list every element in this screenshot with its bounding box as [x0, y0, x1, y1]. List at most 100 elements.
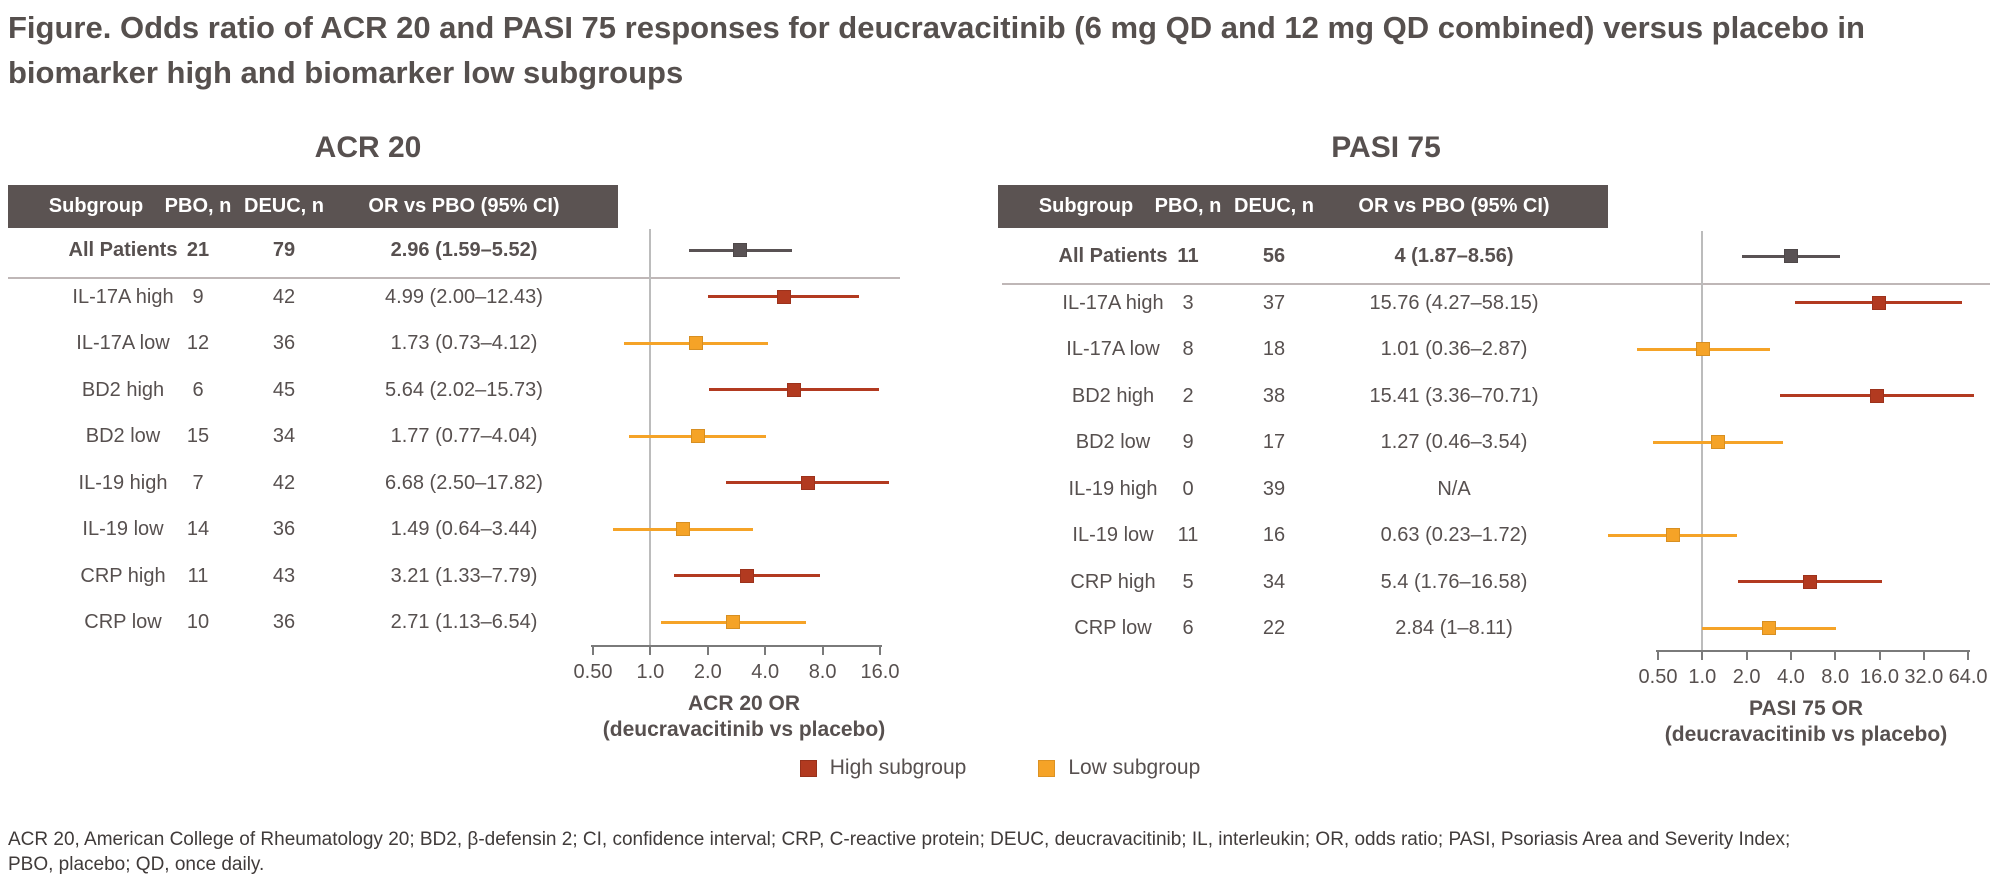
- legend-item-high: High subgroup: [799, 756, 967, 780]
- table-cell-pasi75-or_ci: 2.84 (1–8.11): [1395, 617, 1513, 639]
- figure-title: Figure. Odds ratio of ACR 20 and PASI 75…: [8, 10, 1865, 90]
- table-cell-pasi75-deuc_n: 16: [1262, 524, 1286, 546]
- table-cell-acr20-deuc_n: 42: [272, 471, 296, 494]
- table-cell-pasi75-pbo_n: 11: [1177, 524, 1199, 546]
- x-axis-tick-acr20-5: [879, 645, 881, 655]
- table-cell-pasi75-or_ci: 1.01 (0.36–2.87): [1380, 338, 1528, 360]
- or-marker-acr20-crp-high: [739, 568, 754, 583]
- column-header-pasi75-3: OR vs PBO (95% CI): [1358, 195, 1550, 217]
- x-axis-label-acr20-line2: (deucravacitinib vs placebo): [602, 718, 886, 741]
- table-cell-pasi75-or_ci: 15.41 (3.36–70.71): [1369, 384, 1539, 407]
- column-header-acr20-3: OR vs PBO (95% CI): [368, 195, 560, 217]
- table-cell-acr20-pbo_n: 7: [192, 471, 204, 494]
- x-axis-tick-label-acr20-0: 0.50: [573, 661, 613, 683]
- table-cell-pasi75-subgroup: IL-17A high: [1062, 291, 1164, 314]
- x-axis-tick-pasi75-4: [1834, 650, 1837, 660]
- table-header-bar-acr20: [8, 185, 618, 228]
- or-marker-acr20-bd2-high: [786, 382, 801, 397]
- table-cell-pasi75-or_ci: 4 (1.87–8.56): [1394, 245, 1514, 267]
- table-cell-acr20-subgroup: CRP low: [84, 611, 162, 633]
- or-marker-pasi75-crp-high: [1803, 574, 1818, 589]
- x-axis-tick-label-pasi75-3: 4.0: [1776, 666, 1805, 688]
- table-cell-pasi75-subgroup: BD2 high: [1071, 384, 1155, 407]
- x-axis-tick-pasi75-1: [1701, 650, 1704, 660]
- table-cell-acr20-deuc_n: 42: [272, 285, 296, 308]
- or-marker-pasi75-il-19-low: [1665, 528, 1680, 542]
- table-cell-pasi75-pbo_n: 11: [1177, 245, 1199, 267]
- table-cell-acr20-deuc_n: 43: [272, 564, 296, 587]
- table-cell-pasi75-deuc_n: 18: [1262, 338, 1286, 360]
- table-cell-acr20-or_ci: 1.73 (0.73–4.12): [390, 332, 538, 354]
- x-axis-tick-label-pasi75-5: 16.0: [1860, 666, 1899, 688]
- table-cell-acr20-or_ci: 2.71 (1.13–6.54): [390, 611, 538, 633]
- x-axis-tick-label-pasi75-6: 32.0: [1904, 666, 1944, 688]
- legend: High subgroup Low subgroup: [0, 756, 2000, 780]
- table-cell-pasi75-deuc_n: 22: [1262, 617, 1286, 639]
- table-cell-pasi75-pbo_n: 8: [1182, 338, 1194, 360]
- column-header-acr20-1: PBO, n: [164, 195, 232, 217]
- table-cell-pasi75-pbo_n: 0: [1182, 477, 1194, 500]
- table-cell-pasi75-deuc_n: 38: [1262, 384, 1286, 407]
- x-axis-tick-label-acr20-1: 1.0: [636, 661, 665, 683]
- table-cell-pasi75-or_ci: 15.76 (4.27–58.15): [1369, 291, 1539, 314]
- footnote-line-2: PBO, placebo; QD, once daily.: [8, 854, 265, 875]
- table-cell-acr20-subgroup: IL-19 low: [82, 518, 164, 540]
- table-cell-acr20-or_ci: 6.68 (2.50–17.82): [385, 471, 543, 494]
- x-axis-label-acr20-line1: ACR 20 OR: [687, 692, 801, 715]
- table-cell-acr20-pbo_n: 9: [192, 285, 204, 308]
- or-marker-acr20-il-17a-low: [688, 336, 703, 350]
- table-cell-pasi75-pbo_n: 2: [1182, 384, 1194, 407]
- x-axis-tick-label-pasi75-7: 64.0: [1948, 666, 1988, 688]
- panel-title-acr20: ACR 20: [314, 131, 422, 164]
- legend-swatch-high-icon: [799, 759, 817, 777]
- table-cell-pasi75-or_ci: N/A: [1437, 477, 1471, 500]
- table-cell-acr20-subgroup: CRP high: [80, 564, 166, 587]
- or-marker-pasi75-il-17a-high: [1871, 295, 1886, 310]
- table-cell-acr20-or_ci: 1.49 (0.64–3.44): [390, 518, 538, 540]
- table-cell-pasi75-subgroup: IL-17A low: [1066, 338, 1160, 360]
- or-marker-pasi75-bd2-high: [1870, 388, 1885, 403]
- x-axis-tick-label-pasi75-0: 0.50: [1638, 666, 1678, 688]
- table-cell-acr20-pbo_n: 12: [186, 332, 210, 354]
- table-cell-pasi75-deuc_n: 56: [1262, 245, 1286, 267]
- table-cell-pasi75-deuc_n: 34: [1262, 570, 1286, 593]
- table-header-bar-pasi75: [998, 185, 1608, 228]
- or-marker-acr20-crp-low: [725, 615, 740, 629]
- or-marker-pasi75-all-patients: [1783, 249, 1798, 263]
- table-cell-acr20-pbo_n: 11: [187, 564, 209, 587]
- table-cell-pasi75-subgroup: IL-19 low: [1072, 524, 1154, 546]
- x-axis-tick-acr20-4: [821, 645, 824, 655]
- table-cell-acr20-deuc_n: 36: [272, 518, 296, 540]
- x-axis-tick-pasi75-2: [1745, 650, 1748, 660]
- all-patients-separator-acr20: [8, 277, 900, 279]
- or-marker-acr20-all-patients: [733, 243, 748, 257]
- table-cell-pasi75-subgroup: CRP high: [1070, 570, 1156, 593]
- table-cell-acr20-pbo_n: 21: [186, 239, 210, 261]
- x-axis-tick-label-acr20-2: 2.0: [693, 661, 722, 683]
- x-axis-tick-acr20-1: [649, 645, 652, 655]
- table-cell-acr20-subgroup: BD2 low: [85, 425, 161, 447]
- x-axis-label-pasi75-line2: (deucravacitinib vs placebo): [1664, 723, 1948, 746]
- table-cell-acr20-deuc_n: 79: [272, 239, 296, 261]
- or-marker-acr20-il-19-high: [800, 475, 815, 490]
- table-cell-pasi75-pbo_n: 3: [1182, 291, 1194, 314]
- table-cell-pasi75-pbo_n: 9: [1182, 431, 1194, 453]
- x-axis-tick-pasi75-0: [1657, 650, 1659, 660]
- table-cell-acr20-deuc_n: 36: [272, 332, 296, 354]
- column-header-pasi75-2: DEUC, n: [1234, 195, 1314, 217]
- table-cell-pasi75-pbo_n: 6: [1182, 617, 1194, 639]
- legend-label-high: High subgroup: [829, 756, 967, 779]
- table-cell-acr20-subgroup: IL-19 high: [78, 471, 168, 494]
- table-cell-acr20-or_ci: 4.99 (2.00–12.43): [385, 285, 543, 308]
- legend-swatch-low-icon: [1038, 759, 1056, 777]
- column-header-pasi75-0: Subgroup: [1038, 195, 1134, 217]
- table-cell-pasi75-subgroup: CRP low: [1074, 617, 1152, 639]
- panel-title-pasi75: PASI 75: [1331, 131, 1441, 164]
- all-patients-separator-pasi75: [1002, 283, 1990, 285]
- x-axis-tick-pasi75-7: [1967, 650, 1970, 660]
- table-cell-acr20-or_ci: 3.21 (1.33–7.79): [390, 564, 538, 587]
- table-cell-pasi75-deuc_n: 17: [1262, 431, 1286, 453]
- table-cell-pasi75-deuc_n: 39: [1262, 477, 1286, 500]
- table-cell-acr20-subgroup: IL-17A low: [76, 332, 170, 354]
